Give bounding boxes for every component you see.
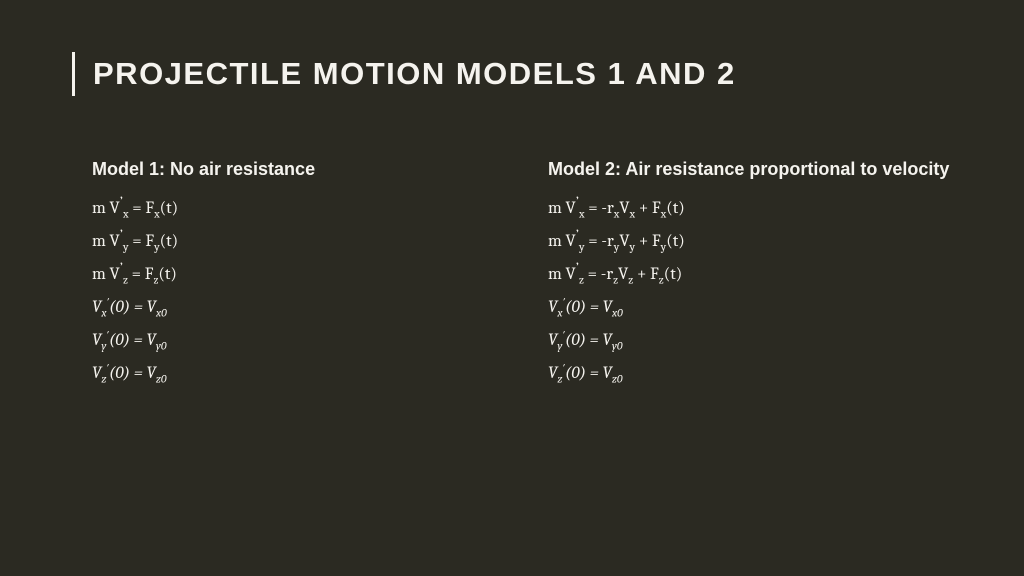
initial-condition-line: Vy′(0) = Vy0 bbox=[548, 331, 964, 350]
equation-line: m V’z = Fz(t) bbox=[92, 265, 508, 284]
slide-title: PROJECTILE MOTION MODELS 1 AND 2 bbox=[93, 56, 736, 92]
equation-line: m V’y = -ryVy + Fy(t) bbox=[548, 232, 964, 251]
column-model-1: Model 1: No air resistance m V’x = Fx(t)… bbox=[92, 158, 508, 397]
column-model-2: Model 2: Air resistance proportional to … bbox=[548, 158, 964, 397]
equation-line: m V’x = Fx(t) bbox=[92, 199, 508, 218]
equation-line: m V’z = -rzVz + Fz(t) bbox=[548, 265, 964, 284]
model1-eq-list: m V’x = Fx(t) m V’y = Fy(t) m V’z = Fz(t) bbox=[92, 199, 508, 284]
model2-eq-list: m V’x = -rxVx + Fx(t) m V’y = -ryVy + Fy(… bbox=[548, 199, 964, 284]
initial-condition-line: Vz′(0) = Vz0 bbox=[548, 364, 964, 383]
initial-condition-line: Vy′(0) = Vy0 bbox=[92, 331, 508, 350]
initial-condition-line: Vx′(0) = Vx0 bbox=[548, 298, 964, 317]
equation-line: m V’y = Fy(t) bbox=[92, 232, 508, 251]
model1-heading: Model 1: No air resistance bbox=[92, 158, 508, 181]
title-block: PROJECTILE MOTION MODELS 1 AND 2 bbox=[72, 52, 736, 96]
initial-condition-line: Vz′(0) = Vz0 bbox=[92, 364, 508, 383]
equation-line: m V’x = -rxVx + Fx(t) bbox=[548, 199, 964, 218]
model2-init-list: Vx′(0) = Vx0 Vy′(0) = Vy0 Vz′(0) = Vz0 bbox=[548, 298, 964, 383]
model2-heading: Model 2: Air resistance proportional to … bbox=[548, 158, 964, 181]
content-columns: Model 1: No air resistance m V’x = Fx(t)… bbox=[92, 158, 964, 397]
title-accent-bar bbox=[72, 52, 75, 96]
model1-init-list: Vx′(0) = Vx0 Vy′(0) = Vy0 Vz′(0) = Vz0 bbox=[92, 298, 508, 383]
initial-condition-line: Vx′(0) = Vx0 bbox=[92, 298, 508, 317]
